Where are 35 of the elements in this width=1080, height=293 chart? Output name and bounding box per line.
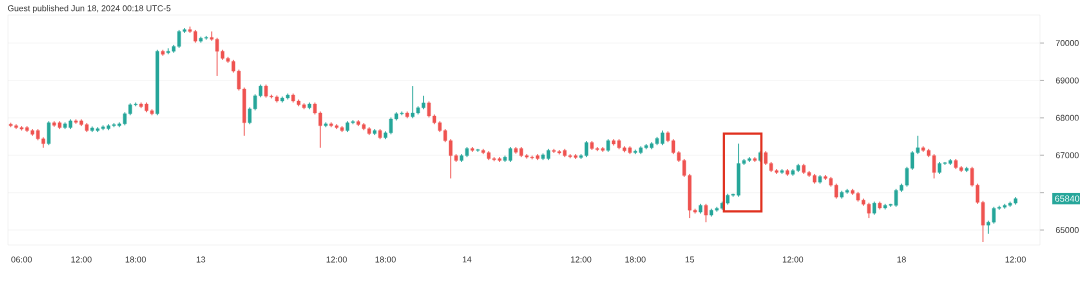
x-tick-label: 12:00 [782, 256, 804, 263]
chart-title: Guest published Jun 18, 2024 00:18 UTC-5 [7, 5, 171, 13]
x-tick-label: 12:00 [571, 256, 592, 263]
x-tick-label: 15 [685, 256, 695, 263]
y-tick-label: 67000 [1055, 152, 1079, 159]
candlestick [307, 102, 312, 110]
x-tick-label: 18:00 [625, 256, 646, 263]
y-tick-label: 69000 [1055, 77, 1079, 84]
x-tick-label: 06:00 [11, 256, 32, 263]
x-tick-label: 18:00 [125, 256, 146, 263]
x-tick-label: 14 [462, 256, 472, 263]
candlestick [785, 168, 790, 177]
candlestick [323, 121, 328, 128]
x-tick-label: 12:00 [1005, 256, 1026, 263]
x-tick-label: 18:00 [375, 256, 396, 263]
candlestick [372, 128, 377, 136]
x-tick-label: 12:00 [71, 256, 92, 263]
x-tick-label: 12:00 [326, 256, 347, 263]
candlestick [877, 201, 882, 210]
x-tick-label: 13 [196, 256, 206, 263]
y-tick-label: 65000 [1055, 227, 1079, 234]
candlestick [964, 166, 969, 173]
candlestick [753, 156, 757, 163]
candlestick [46, 120, 51, 146]
candlestick [698, 203, 703, 215]
y-tick-label: 68000 [1055, 114, 1079, 121]
candlestick [405, 111, 409, 119]
x-tick-label: 18 [897, 256, 906, 263]
y-tick-label: 70000 [1055, 40, 1079, 47]
text: 65840 [1055, 195, 1080, 202]
candlestick [606, 138, 610, 153]
candlestick [155, 49, 160, 116]
candlestick [470, 146, 475, 153]
candlestick [161, 49, 165, 57]
candlestick [872, 201, 877, 216]
